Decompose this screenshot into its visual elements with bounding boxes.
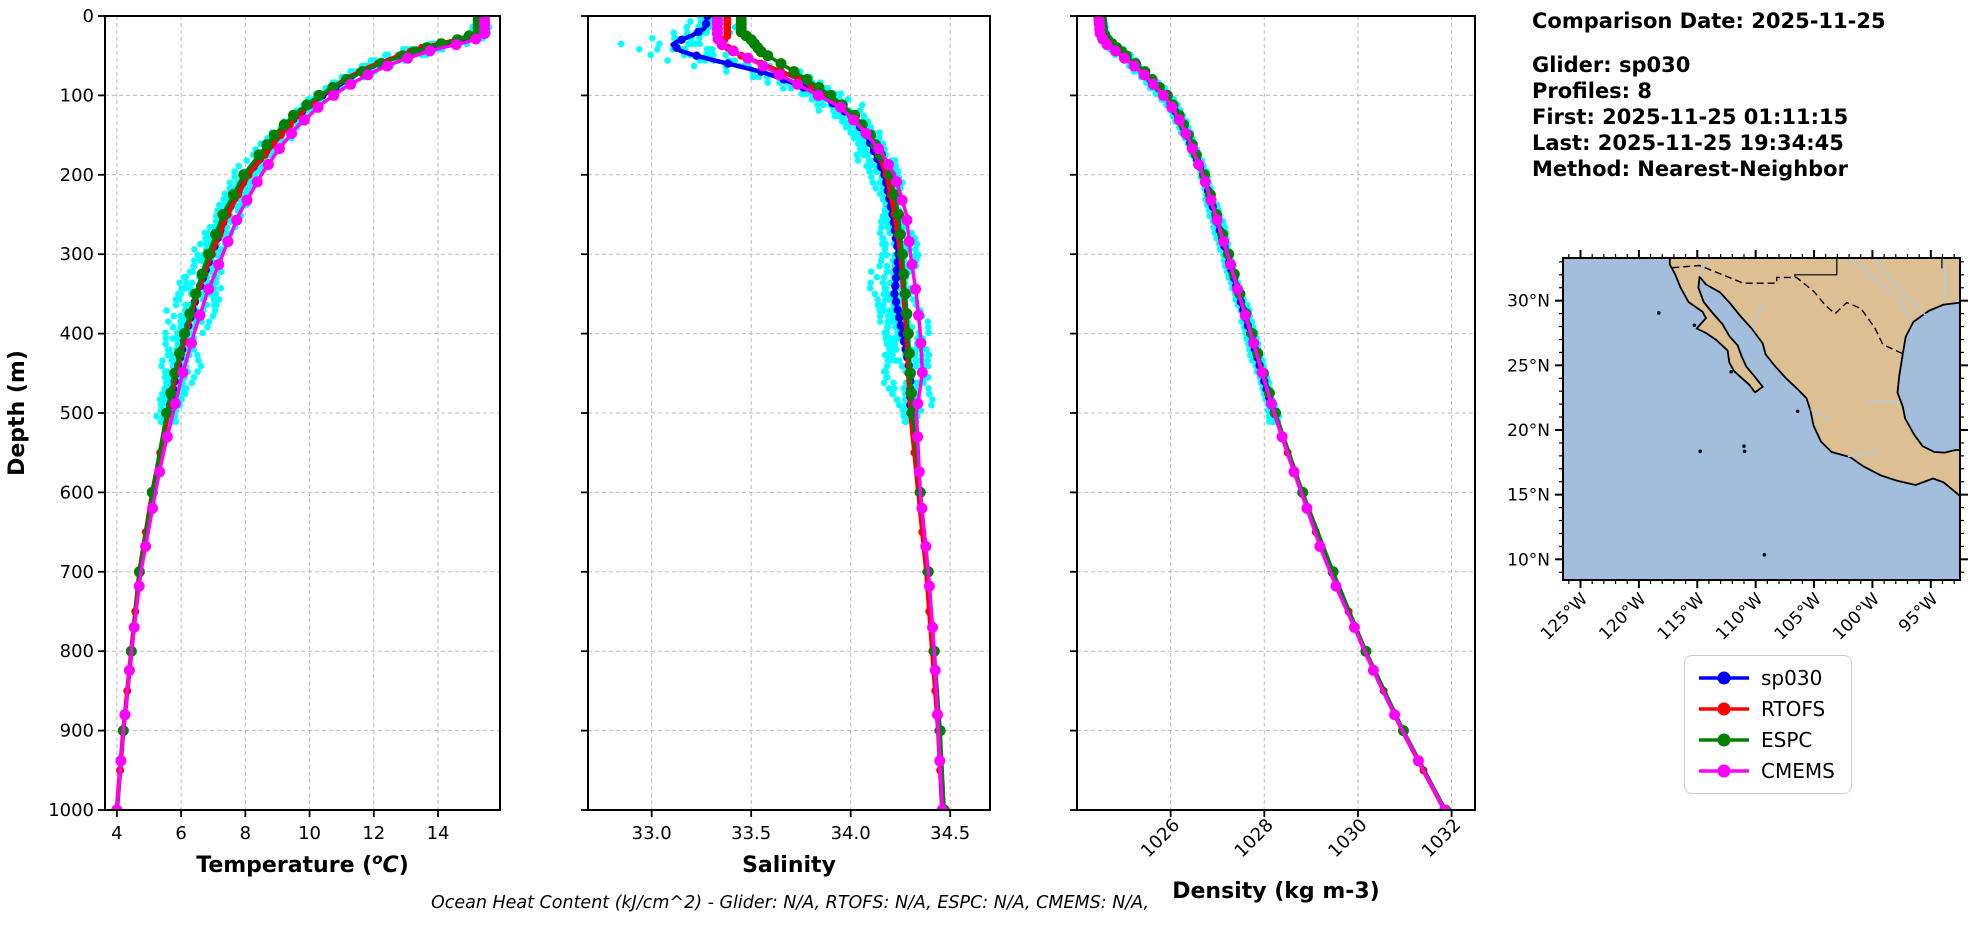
legend-marker-rtofs: [1699, 702, 1749, 716]
svg-text:Density (kg m-3): Density (kg m-3): [1172, 879, 1380, 904]
chart-0: 4 6 8 10 12 14 0 100 200 300 400 500 600 700 800 900 100…: [5, 6, 501, 878]
svg-text:500: 500: [60, 403, 94, 424]
legend-marker-espc: [1699, 733, 1749, 747]
river: [1810, 408, 1831, 420]
svg-text:33.5: 33.5: [731, 823, 771, 844]
river: [1874, 258, 1926, 316]
method-label: Method: Nearest-Neighbor: [1532, 157, 1848, 181]
svg-text:200: 200: [60, 165, 94, 186]
legend-marker-sp030: [1699, 671, 1749, 685]
svg-text:900: 900: [60, 721, 94, 742]
svg-text:34.0: 34.0: [831, 823, 871, 844]
svg-text:12: 12: [362, 823, 385, 844]
svg-text:33.0: 33.0: [632, 823, 672, 844]
svg-text:700: 700: [60, 562, 94, 583]
svg-text:1000: 1000: [48, 800, 94, 821]
svg-text:300: 300: [60, 244, 94, 265]
island: [1795, 409, 1800, 414]
svg-text:115°W: 115°W: [1654, 589, 1709, 644]
legend-item-cmems: CMEMS: [1697, 759, 1835, 783]
svg-text:1026: 1026: [1137, 815, 1184, 862]
river: [1752, 301, 1765, 329]
svg-text:800: 800: [60, 641, 94, 662]
river: [1943, 258, 1947, 303]
island: [1656, 311, 1661, 315]
legend-item-espc: ESPC: [1697, 728, 1835, 752]
svg-text:34.5: 34.5: [930, 823, 970, 844]
svg-text:1032: 1032: [1418, 815, 1465, 862]
profiles-count: Profiles: 8: [1532, 79, 1653, 103]
river: [1699, 258, 1706, 277]
svg-text:100°W: 100°W: [1829, 589, 1884, 644]
svg-text:110°W: 110°W: [1712, 589, 1767, 644]
island: [1692, 323, 1697, 328]
chart-1: 33.0 33.5 34.0 34.5 Salinity: [581, 15, 991, 878]
legend-item-rtofs: RTOFS: [1697, 697, 1835, 721]
svg-text:6: 6: [175, 823, 186, 844]
svg-text:125°W: 125°W: [1537, 589, 1592, 644]
svg-text:30°N: 30°N: [1507, 292, 1550, 312]
svg-text:400: 400: [60, 324, 94, 345]
location-map: 125°W 120°W 115°W 110°W 105°W 100°W 95°W 10°N 15…: [1507, 250, 1968, 644]
first-profile-time: First: 2025-11-25 01:11:15: [1532, 105, 1849, 129]
state-border: [1794, 258, 1838, 277]
legend-label: ESPC: [1761, 728, 1813, 752]
island: [1698, 449, 1702, 454]
svg-text:15°N: 15°N: [1507, 486, 1550, 506]
legend-label: RTOFS: [1761, 697, 1826, 721]
legend-item-sp030: sp030: [1697, 666, 1835, 690]
island: [1742, 444, 1746, 448]
svg-text:8: 8: [240, 823, 251, 844]
land-mexico: [1668, 258, 1960, 497]
svg-text:600: 600: [60, 482, 94, 503]
river: [1847, 450, 1881, 458]
svg-text:Salinity: Salinity: [742, 853, 836, 878]
legend-label: CMEMS: [1761, 759, 1835, 783]
svg-text:25°N: 25°N: [1507, 356, 1550, 376]
ohc-footer: Ocean Heat Content (kJ/cm^2) - Glider: N…: [430, 893, 1150, 913]
svg-text:Temperature (oC): Temperature (oC): [196, 850, 409, 878]
svg-text:1028: 1028: [1231, 815, 1278, 862]
svg-text:Depth (m): Depth (m): [5, 350, 30, 476]
legend-marker-cmems: [1699, 764, 1749, 778]
svg-text:10°N: 10°N: [1507, 550, 1550, 570]
glider-name: Glider: sp030: [1532, 53, 1691, 77]
chart-2: 1026 1028 1030 1032 Density (kg m-3): [1070, 15, 1476, 904]
island: [1762, 552, 1767, 557]
svg-text:100: 100: [60, 85, 94, 106]
comparison-date: Comparison Date: 2025-11-25: [1532, 9, 1886, 33]
svg-text:10: 10: [298, 823, 321, 844]
svg-text:105°W: 105°W: [1771, 589, 1826, 644]
svg-text:20°N: 20°N: [1507, 421, 1550, 441]
svg-text:0: 0: [83, 6, 94, 27]
svg-text:14: 14: [427, 823, 450, 844]
river: [1867, 400, 1899, 403]
legend-label: sp030: [1761, 666, 1823, 690]
info-panel: Comparison Date: 2025-11-25 Glider: sp03…: [1532, 8, 1886, 182]
island: [1742, 449, 1747, 454]
svg-text:95°W: 95°W: [1895, 589, 1942, 636]
island: [1729, 369, 1733, 374]
legend: sp030 RTOFS ESPC CMEMS: [1684, 655, 1852, 794]
svg-text:120°W: 120°W: [1595, 589, 1650, 644]
svg-text:1030: 1030: [1324, 815, 1371, 862]
river: [1848, 258, 1912, 320]
last-profile-time: Last: 2025-11-25 19:34:45: [1532, 131, 1844, 155]
svg-text:4: 4: [111, 823, 122, 844]
country-border: [1672, 264, 1904, 355]
